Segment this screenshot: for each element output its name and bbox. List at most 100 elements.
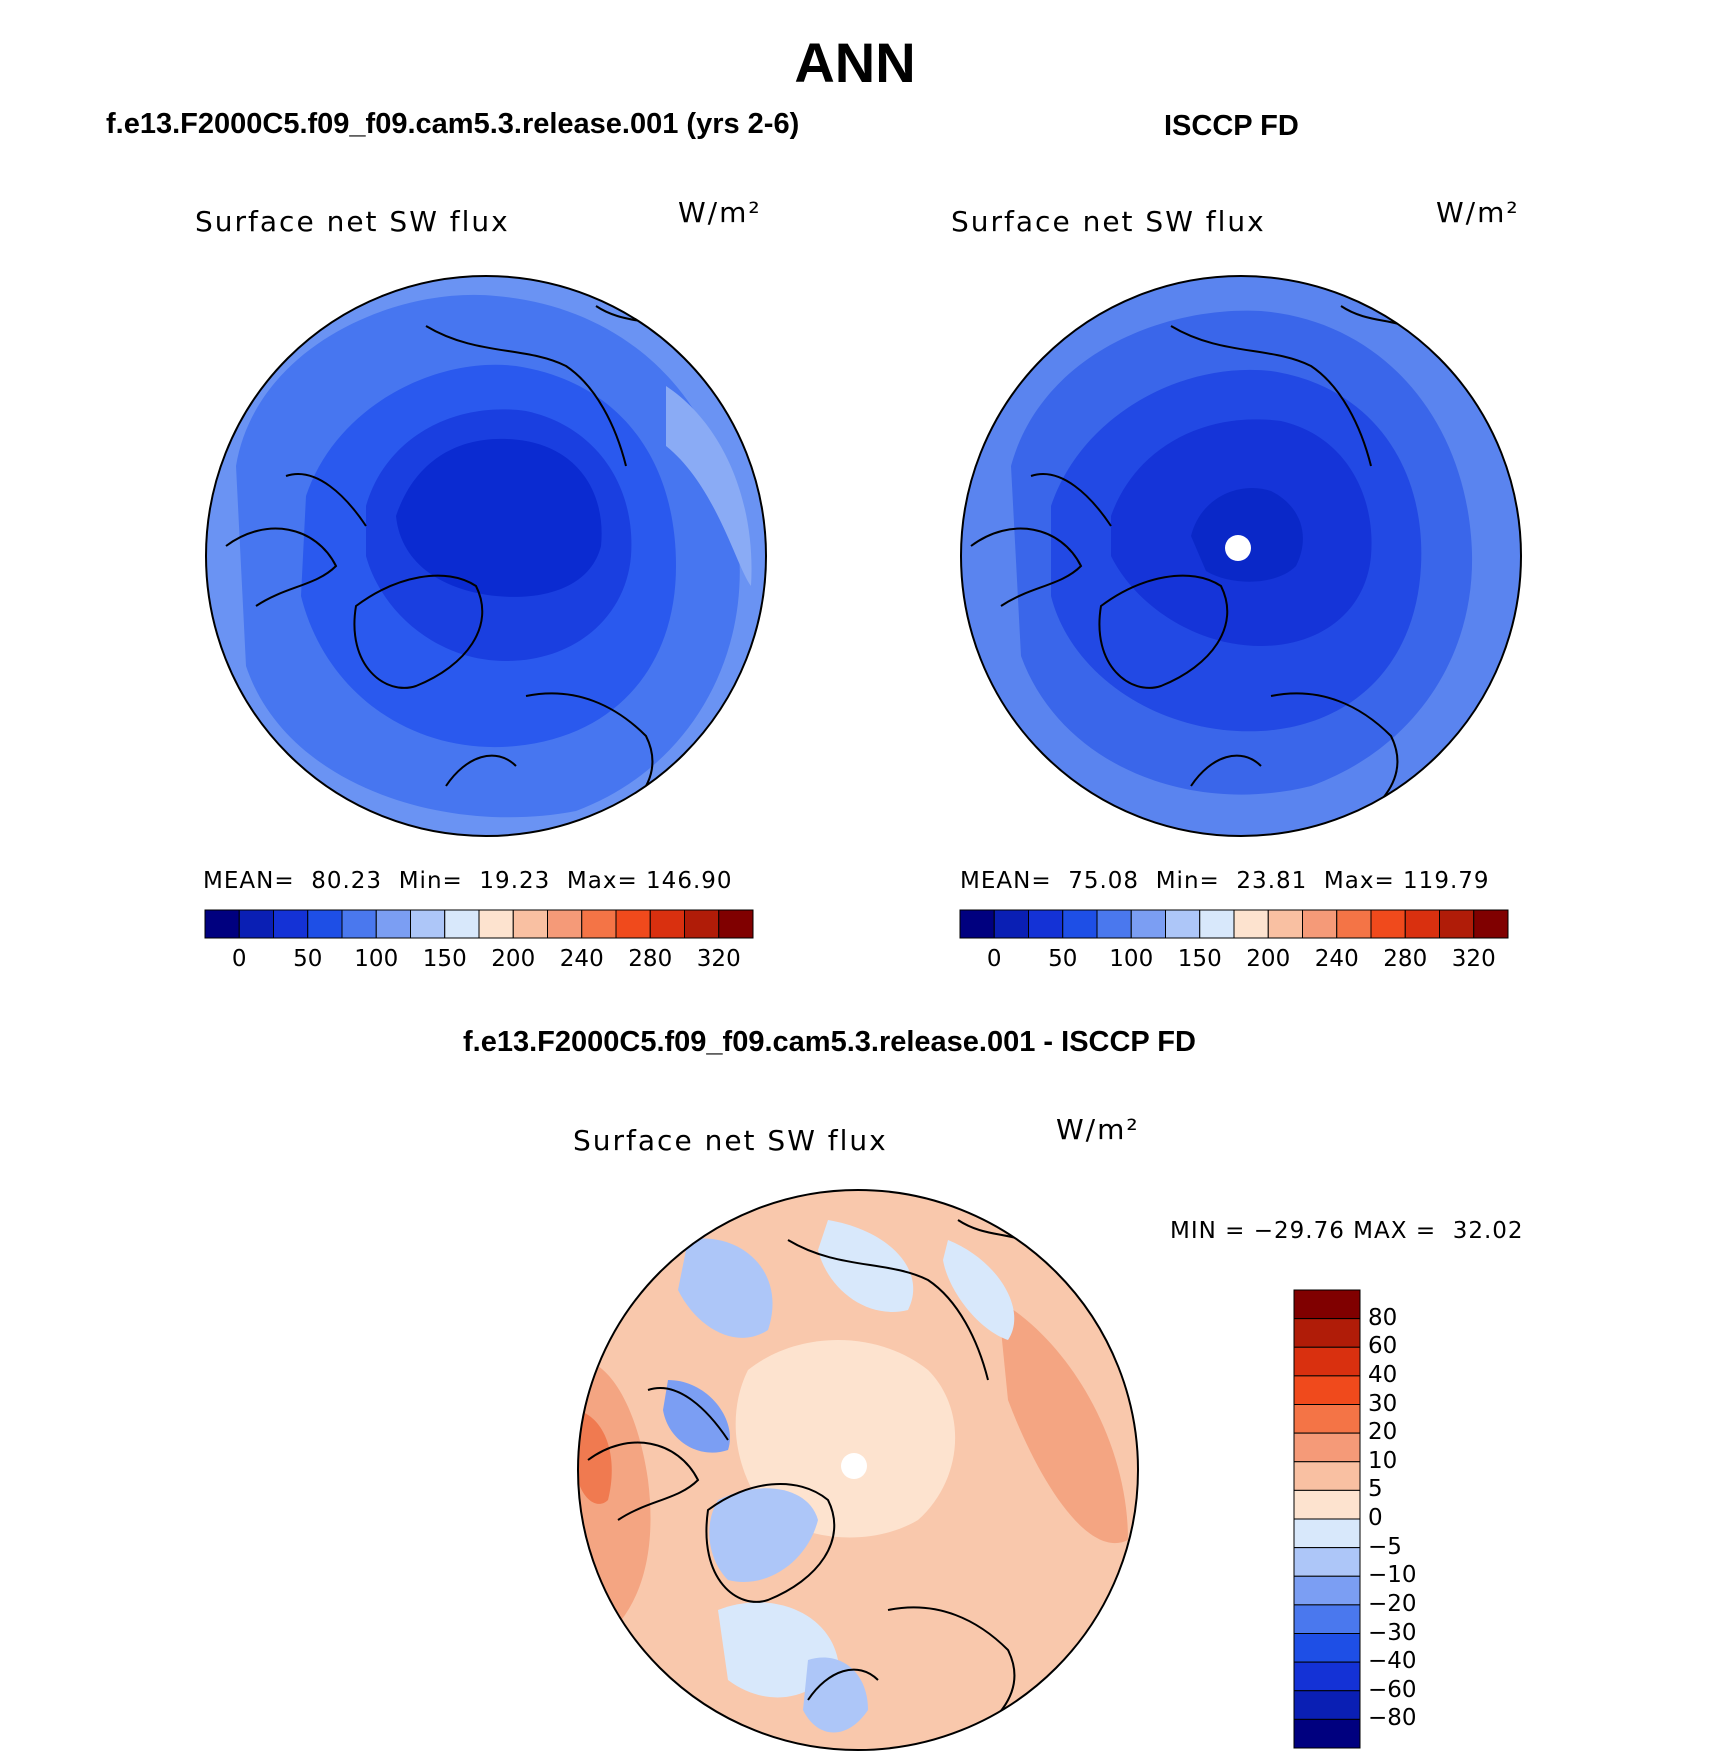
- model-colorbar: [204, 909, 754, 939]
- diff-colorbar-tick-label: 80: [1368, 1304, 1398, 1331]
- diff-colorbar-swatch: [1293, 1404, 1361, 1434]
- model-stats: MEAN= 80.23 Min= 19.23 Max= 146.90: [203, 868, 733, 894]
- obs-colorbar-tick-label: 50: [1048, 946, 1078, 972]
- model-colorbar-swatch: [410, 909, 446, 939]
- obs-colorbar: [959, 909, 1509, 939]
- diff-field-central: [735, 1340, 956, 1538]
- model-colorbar-tick-label: 150: [422, 946, 467, 972]
- diff-max-value: 32.02: [1452, 1218, 1524, 1244]
- diff-colorbar-tick-label: 5: [1368, 1476, 1383, 1503]
- model-colorbar-swatch: [273, 909, 309, 939]
- obs-min-value: 23.81: [1236, 868, 1308, 894]
- obs-colorbar-tick-label: 100: [1109, 946, 1154, 972]
- model-colorbar-tick-label: 200: [491, 946, 536, 972]
- model-mean-value: 80.23: [311, 868, 383, 894]
- model-colorbar-swatch: [204, 909, 240, 939]
- obs-colorbar-swatch: [1233, 909, 1269, 939]
- diff-coast-canada: [587, 1387, 729, 1521]
- obs-colorbar-tick-label: 0: [986, 946, 1002, 972]
- model-colorbar-swatch: [478, 909, 514, 939]
- diff-colorbar-tick-label: −5: [1368, 1533, 1402, 1560]
- obs-case-title: ISCCP FD: [1164, 110, 1299, 142]
- model-coast-greenland: [353, 574, 484, 689]
- diff-colorbar-tick-label: −30: [1368, 1619, 1417, 1646]
- diff-colorbar-tick-label: 60: [1368, 1333, 1398, 1360]
- model-colorbar-swatch: [718, 909, 754, 939]
- obs-max-value: 119.79: [1403, 868, 1490, 894]
- model-colorbar-swatch: [581, 909, 617, 939]
- diff-case-title: f.e13.F2000C5.f09_f09.cam5.3.release.001…: [463, 1026, 1196, 1058]
- diff-colorbar-tick-label: 10: [1368, 1447, 1398, 1474]
- model-colorbar-tick-label: 0: [231, 946, 247, 972]
- obs-plot-title: Surface net SW flux: [951, 205, 1266, 238]
- diff-field-east-warm: [998, 1300, 1128, 1544]
- model-colorbar-tick-label: 280: [628, 946, 673, 972]
- diff-colorbar-swatch: [1293, 1489, 1361, 1520]
- obs-field-core: [1191, 488, 1303, 582]
- obs-pole-hole: [1225, 535, 1251, 561]
- obs-colorbar-swatch: [993, 909, 1029, 939]
- model-mean-label: MEAN=: [203, 868, 295, 894]
- obs-colorbar-swatch: [1062, 909, 1098, 939]
- model-colorbar-swatch: [444, 909, 480, 939]
- model-colorbar-tick-label: 50: [293, 946, 323, 972]
- obs-colorbar-swatch: [1302, 909, 1338, 939]
- obs-colorbar-swatch: [1404, 909, 1440, 939]
- diff-colorbar-tick-label: 0: [1368, 1505, 1383, 1531]
- diff-field-west-hot: [578, 1410, 612, 1504]
- diff-colorbar-tick-label: 30: [1368, 1390, 1398, 1417]
- obs-stats: MEAN= 75.08 Min= 23.81 Max= 119.79: [960, 868, 1490, 894]
- diff-colorbar-swatch: [1293, 1604, 1361, 1634]
- diff-colorbar-swatch: [1293, 1690, 1361, 1720]
- obs-colorbar-swatch: [1370, 909, 1406, 939]
- obs-colorbar-tick-label: 150: [1177, 946, 1222, 972]
- model-colorbar-swatch: [615, 909, 651, 939]
- obs-colorbar-swatch: [1096, 909, 1132, 939]
- model-colorbar-tick-label: 320: [696, 946, 741, 972]
- obs-colorbar-tick-label: 320: [1451, 946, 1496, 972]
- diff-field-cool-north: [678, 1238, 773, 1338]
- diff-colorbar-tick-label: −40: [1368, 1648, 1417, 1675]
- model-colorbar-tick-label: 240: [559, 946, 604, 972]
- diff-field-cool-canada: [663, 1380, 730, 1453]
- model-colorbar-swatch: [512, 909, 548, 939]
- obs-colorbar-swatch: [1028, 909, 1064, 939]
- model-min-label: Min=: [398, 868, 463, 894]
- obs-units-label: W/m²: [1436, 196, 1520, 229]
- obs-colorbar-swatch: [1336, 909, 1372, 939]
- diff-max-label: MAX =: [1353, 1218, 1437, 1244]
- model-colorbar-swatch: [375, 909, 411, 939]
- diff-coast-greenland: [705, 1483, 836, 1603]
- diff-colorbar-swatch: [1293, 1432, 1361, 1463]
- model-case-title: f.e13.F2000C5.f09_f09.cam5.3.release.001…: [106, 108, 800, 140]
- obs-colorbar-swatch: [1165, 909, 1201, 939]
- diff-colorbar-tick-label: −80: [1368, 1705, 1417, 1732]
- diff-colorbar-swatch: [1293, 1318, 1361, 1348]
- obs-colorbar-tick-label: 280: [1383, 946, 1428, 972]
- model-max-value: 146.90: [646, 868, 733, 894]
- diff-colorbar-swatch: [1293, 1718, 1361, 1749]
- diff-colorbar-swatch: [1293, 1518, 1361, 1549]
- model-field-core: [396, 438, 602, 597]
- obs-coast-canada: [970, 473, 1112, 607]
- diff-field-cool-greenland: [709, 1488, 818, 1582]
- obs-colorbar-tick-label: 200: [1246, 946, 1291, 972]
- obs-colorbar-swatch: [1439, 909, 1475, 939]
- obs-min-label: Min=: [1155, 868, 1220, 894]
- model-colorbar-swatch: [341, 909, 377, 939]
- model-colorbar-swatch: [307, 909, 343, 939]
- model-colorbar-tick-label: 100: [354, 946, 399, 972]
- diff-plot-title: Surface net SW flux: [573, 1124, 888, 1157]
- diff-polar-map: [577, 1189, 1139, 1751]
- diff-field-cool-north2: [818, 1220, 914, 1312]
- model-coast-canada: [225, 473, 367, 607]
- diff-field-cool-scandinavia: [803, 1657, 868, 1733]
- diff-colorbar-tick-label: 20: [1368, 1419, 1398, 1446]
- obs-colorbar-swatch: [959, 909, 995, 939]
- model-min-value: 19.23: [479, 868, 551, 894]
- model-plot-title: Surface net SW flux: [195, 205, 510, 238]
- diff-colorbar-tick-label: 40: [1368, 1361, 1398, 1388]
- model-max-label: Max=: [566, 868, 638, 894]
- diff-stats: MIN = −29.76 MAX = 32.02: [1170, 1218, 1524, 1244]
- obs-colorbar-swatch: [1473, 909, 1509, 939]
